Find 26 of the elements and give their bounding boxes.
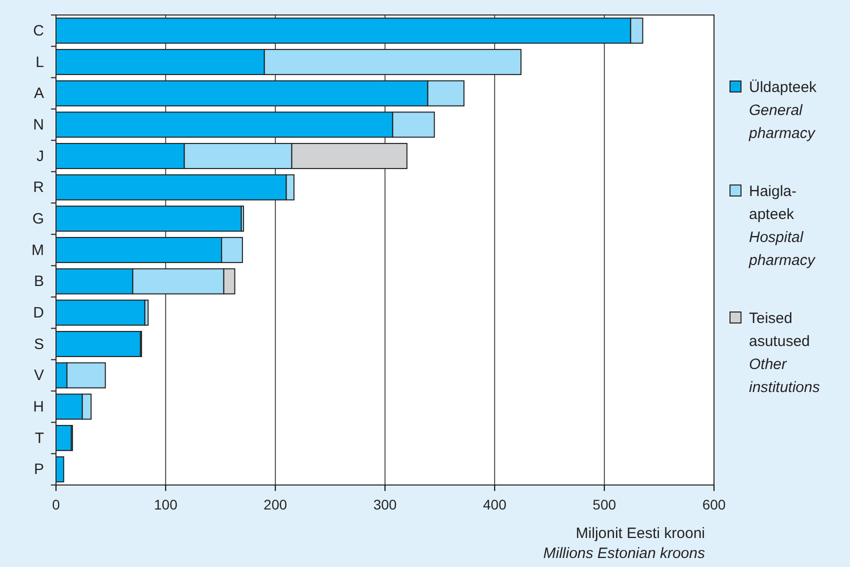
x-tick-label: 400 (482, 496, 507, 512)
x-axis-title: Miljonit Eesti krooni Millions Estonian kroons (543, 525, 706, 562)
y-tick-label: G (32, 210, 44, 228)
legend-label: Teised asutused Other institutions (749, 310, 820, 396)
x-tick-label: 600 (702, 496, 726, 512)
y-tick-label: M (32, 242, 44, 259)
legend-label: Haigla- apteek Hospital pharmacy (748, 183, 816, 269)
y-tick-label: B (34, 273, 44, 290)
y-tick-label: N (33, 116, 44, 134)
y-tick-label: V (34, 367, 44, 384)
x-tick-label: 0 (52, 496, 60, 512)
y-tick-label: S (34, 336, 44, 353)
y-tick-label: L (36, 54, 44, 71)
legend-label: Üldapteek General pharmacy (748, 79, 818, 142)
y-tick-label: C (33, 22, 44, 40)
x-tick-label: 500 (592, 496, 616, 512)
y-tick-label: A (34, 85, 44, 102)
x-tick-label: 100 (154, 496, 178, 512)
y-tick-label: R (33, 179, 44, 196)
y-tick-label: D (33, 304, 44, 322)
y-tick-label: T (34, 430, 44, 447)
y-tick-label: H (33, 398, 44, 416)
x-tick-label: 300 (373, 496, 397, 512)
y-tick-label: P (34, 461, 44, 478)
x-tick-label: 200 (264, 496, 288, 512)
y-tick-label: J (36, 148, 44, 165)
